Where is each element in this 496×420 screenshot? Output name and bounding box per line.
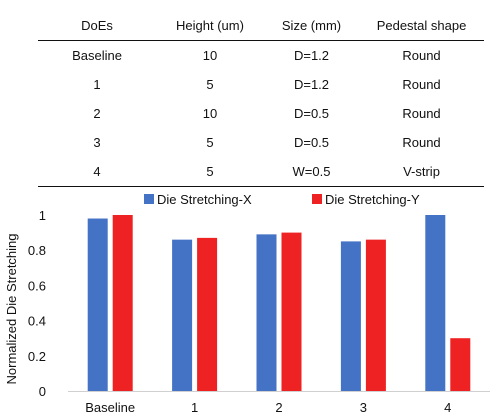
cell-height: 5	[206, 135, 214, 150]
table-row: 2 10 D=0.5 Round	[38, 99, 484, 128]
bar-x-4	[425, 215, 446, 391]
y-tick-label: 0	[39, 384, 46, 399]
cell-shape: V-strip	[359, 157, 484, 187]
cell-shape: Round	[402, 77, 441, 92]
cell-doe: 2	[93, 106, 101, 121]
table-row: 4 5 W=0.5 V-strip	[38, 157, 484, 187]
cell-doe: Baseline	[72, 48, 122, 63]
header-size: Size (mm)	[264, 10, 359, 41]
cell-shape: Round	[402, 135, 441, 150]
header-pedestal-shape: Pedestal shape	[359, 10, 484, 41]
y-tick-label: 1	[39, 208, 46, 223]
bar-x-1	[172, 239, 193, 391]
x-tick-label: Baseline	[85, 400, 135, 415]
cell-size: D=0.5	[293, 135, 330, 150]
bar-y-2	[281, 232, 302, 391]
cell-shape: Round	[402, 106, 441, 121]
bar-y-3	[365, 239, 386, 391]
cell-height: 10	[202, 48, 218, 63]
legend-label-x: Die Stretching-X	[157, 192, 252, 207]
bar-y-1	[197, 237, 218, 391]
cell-doe: 3	[93, 135, 101, 150]
cell-height: 5	[206, 77, 214, 92]
bar-x-3	[340, 241, 361, 391]
doe-table: DoEs Height (um) Size (mm) Pedestal shap…	[38, 10, 484, 187]
table-row: 3 5 D=0.5 Round	[38, 128, 484, 157]
x-tick-label: 1	[191, 400, 198, 415]
bar-x-baseline	[87, 218, 108, 391]
table-header-row: DoEs Height (um) Size (mm) Pedestal shap…	[38, 10, 484, 41]
legend-swatch-y	[312, 194, 322, 204]
y-tick-label: 0.8	[28, 243, 46, 258]
x-tick-label: 2	[275, 400, 282, 415]
header-height: Height (um)	[156, 10, 264, 41]
table-row: 1 5 D=1.2 Round	[38, 70, 484, 99]
cell-size: D=0.5	[293, 106, 330, 121]
legend-swatch-x	[144, 194, 154, 204]
y-tick-label: 0.6	[28, 278, 46, 293]
cell-doe: 1	[93, 77, 101, 92]
bar-y-baseline	[112, 215, 133, 391]
y-tick-label: 0.4	[28, 314, 46, 329]
cell-height: 5	[156, 157, 264, 187]
table-row: Baseline 10 D=1.2 Round	[38, 41, 484, 71]
header-does: DoEs	[38, 10, 156, 41]
y-tick-label: 0.2	[28, 349, 46, 364]
cell-size: D=1.2	[293, 48, 330, 63]
y-axis-title: Normalized Die Stretching	[4, 233, 19, 384]
cell-size: W=0.5	[264, 157, 359, 187]
cell-doe: 4	[38, 157, 156, 187]
x-tick-label: 4	[444, 400, 451, 415]
cell-shape: Round	[402, 48, 441, 63]
x-tick-label: 3	[360, 400, 367, 415]
cell-size: D=1.2	[293, 77, 330, 92]
bar-y-4	[450, 338, 471, 391]
legend-label-y: Die Stretching-Y	[325, 192, 420, 207]
cell-height: 10	[202, 106, 218, 121]
bar-x-2	[256, 234, 277, 391]
